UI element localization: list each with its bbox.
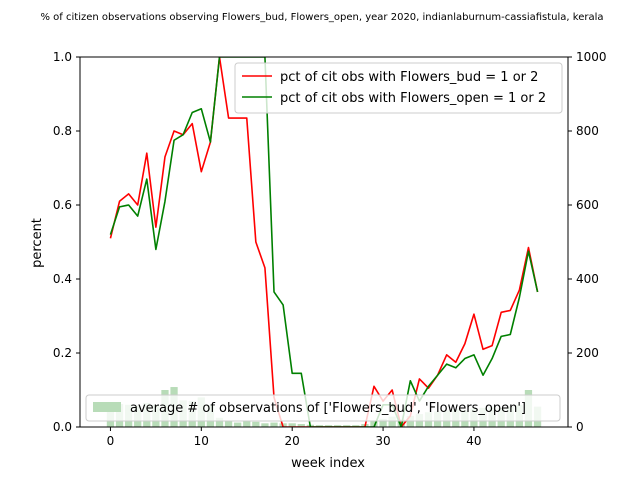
y2-tick-label: 600	[576, 198, 599, 212]
observation-bar	[352, 425, 360, 427]
x-tick-label: 0	[107, 434, 115, 448]
y-tick-label: 0.8	[53, 124, 72, 138]
observation-bar	[224, 421, 233, 427]
y-axis-label: percent	[30, 218, 45, 268]
observation-bar	[343, 425, 351, 427]
y-tick-label: 1.0	[53, 50, 72, 64]
observation-bar	[252, 421, 260, 427]
observation-bar	[333, 425, 342, 427]
observation-bar	[315, 425, 324, 427]
x-axis-label: week index	[291, 456, 365, 471]
observation-bar	[234, 422, 242, 427]
axes: 0 10 20 30 40 0.0 0.2 0.4 0.6 0.8 1.0 0 200 400 600 800…	[53, 50, 607, 448]
x-tick-label: 30	[375, 434, 390, 448]
y-tick-label: 0.2	[53, 346, 72, 360]
x-tick-label: 40	[466, 434, 481, 448]
chart-title: % of citizen observations observing Flow…	[41, 12, 604, 23]
observation-bar	[388, 416, 396, 427]
legend-bars-box	[85, 394, 561, 422]
y-tick-label: 0.0	[53, 420, 72, 434]
legend-label-bud: pct of cit obs with Flowers_bud = 1 or 2	[280, 70, 538, 85]
legend-label-observations: average # of observations of ['Flowers_b…	[130, 401, 526, 416]
legend-lines-box	[234, 62, 563, 114]
observation-bar	[288, 423, 296, 427]
x-tick-label: 20	[285, 434, 300, 448]
observation-bar	[370, 421, 378, 427]
observation-bar	[215, 417, 224, 427]
y2-tick-label: 800	[576, 124, 599, 138]
x-tick-label: 10	[194, 434, 209, 448]
plot-frame	[79, 56, 569, 428]
observation-bar	[324, 425, 333, 427]
y-tick-label: 0.6	[53, 198, 72, 212]
observation-bar	[270, 422, 278, 427]
y2-tick-label: 400	[576, 272, 599, 286]
observation-bar	[297, 424, 305, 427]
series-lines	[109, 57, 539, 427]
observation-bar	[379, 418, 387, 427]
y2-tick-label: 0	[576, 420, 584, 434]
observation-bar	[243, 421, 251, 427]
legend-label-open: pct of cit obs with Flowers_open = 1 or …	[280, 91, 546, 106]
y2-tick-label: 200	[576, 346, 599, 360]
observation-bar	[261, 423, 269, 427]
flowers-open-line	[109, 57, 539, 427]
flowers-bud-line	[109, 57, 539, 427]
y2-tick-label: 1000	[576, 50, 607, 64]
y-tick-label: 0.4	[53, 272, 72, 286]
legend-bars: average # of observations of ['Flowers_b…	[85, 394, 561, 422]
legend-swatch-observations	[93, 402, 121, 412]
legend-lines: pct of cit obs with Flowers_bud = 1 or 2…	[234, 62, 563, 114]
